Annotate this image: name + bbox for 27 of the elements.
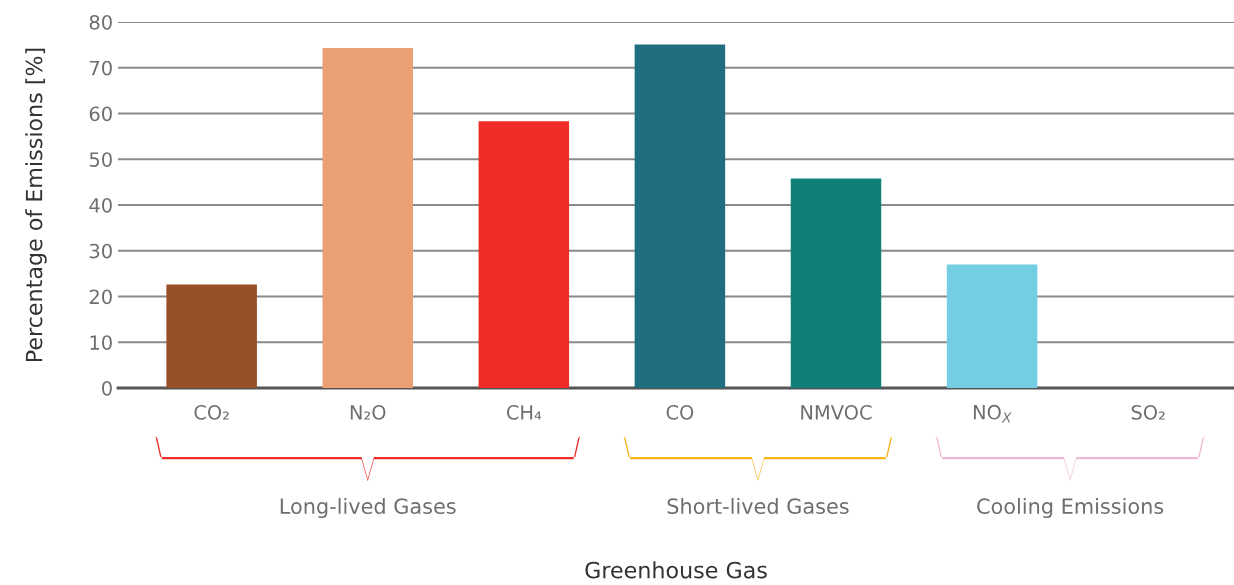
text: Long-lived Gases — [280, 497, 456, 519]
x-tick-label: NO$_{X}$ — [973, 404, 1012, 423]
x-tick-label: CO — [666, 405, 694, 420]
x-tick-label: SO₂ — [1131, 405, 1165, 420]
y-tick-label: 40 — [89, 197, 112, 213]
y-tick-label: 0 — [102, 380, 112, 396]
x-tick-label: CH₄ — [506, 405, 542, 420]
bar — [790, 178, 882, 388]
x-tick-label: CO₂ — [194, 405, 229, 420]
text: Greenhouse Gas — [585, 561, 767, 579]
y-tick-label: 80 — [89, 14, 112, 30]
y-tick-label: 10 — [90, 335, 112, 350]
y-tick-label: 50 — [89, 152, 112, 167]
y-tick-label: 70 — [89, 60, 112, 76]
x-tick-label: NMVOC — [801, 405, 872, 420]
text: Short-lived Gases — [667, 497, 849, 515]
bar — [478, 121, 570, 388]
y-axis-title: Percentage of Emissions [%] — [25, 48, 47, 362]
bar — [322, 48, 413, 388]
bar — [634, 44, 726, 388]
bar — [946, 264, 1038, 388]
y-tick-label: 20 — [89, 289, 112, 305]
y-tick-label: 30 — [89, 243, 112, 259]
bar — [166, 284, 257, 388]
text: Cooling Emissions — [977, 497, 1164, 519]
y-tick-label: 60 — [89, 106, 112, 122]
x-tick-label: N₂O — [350, 405, 386, 420]
